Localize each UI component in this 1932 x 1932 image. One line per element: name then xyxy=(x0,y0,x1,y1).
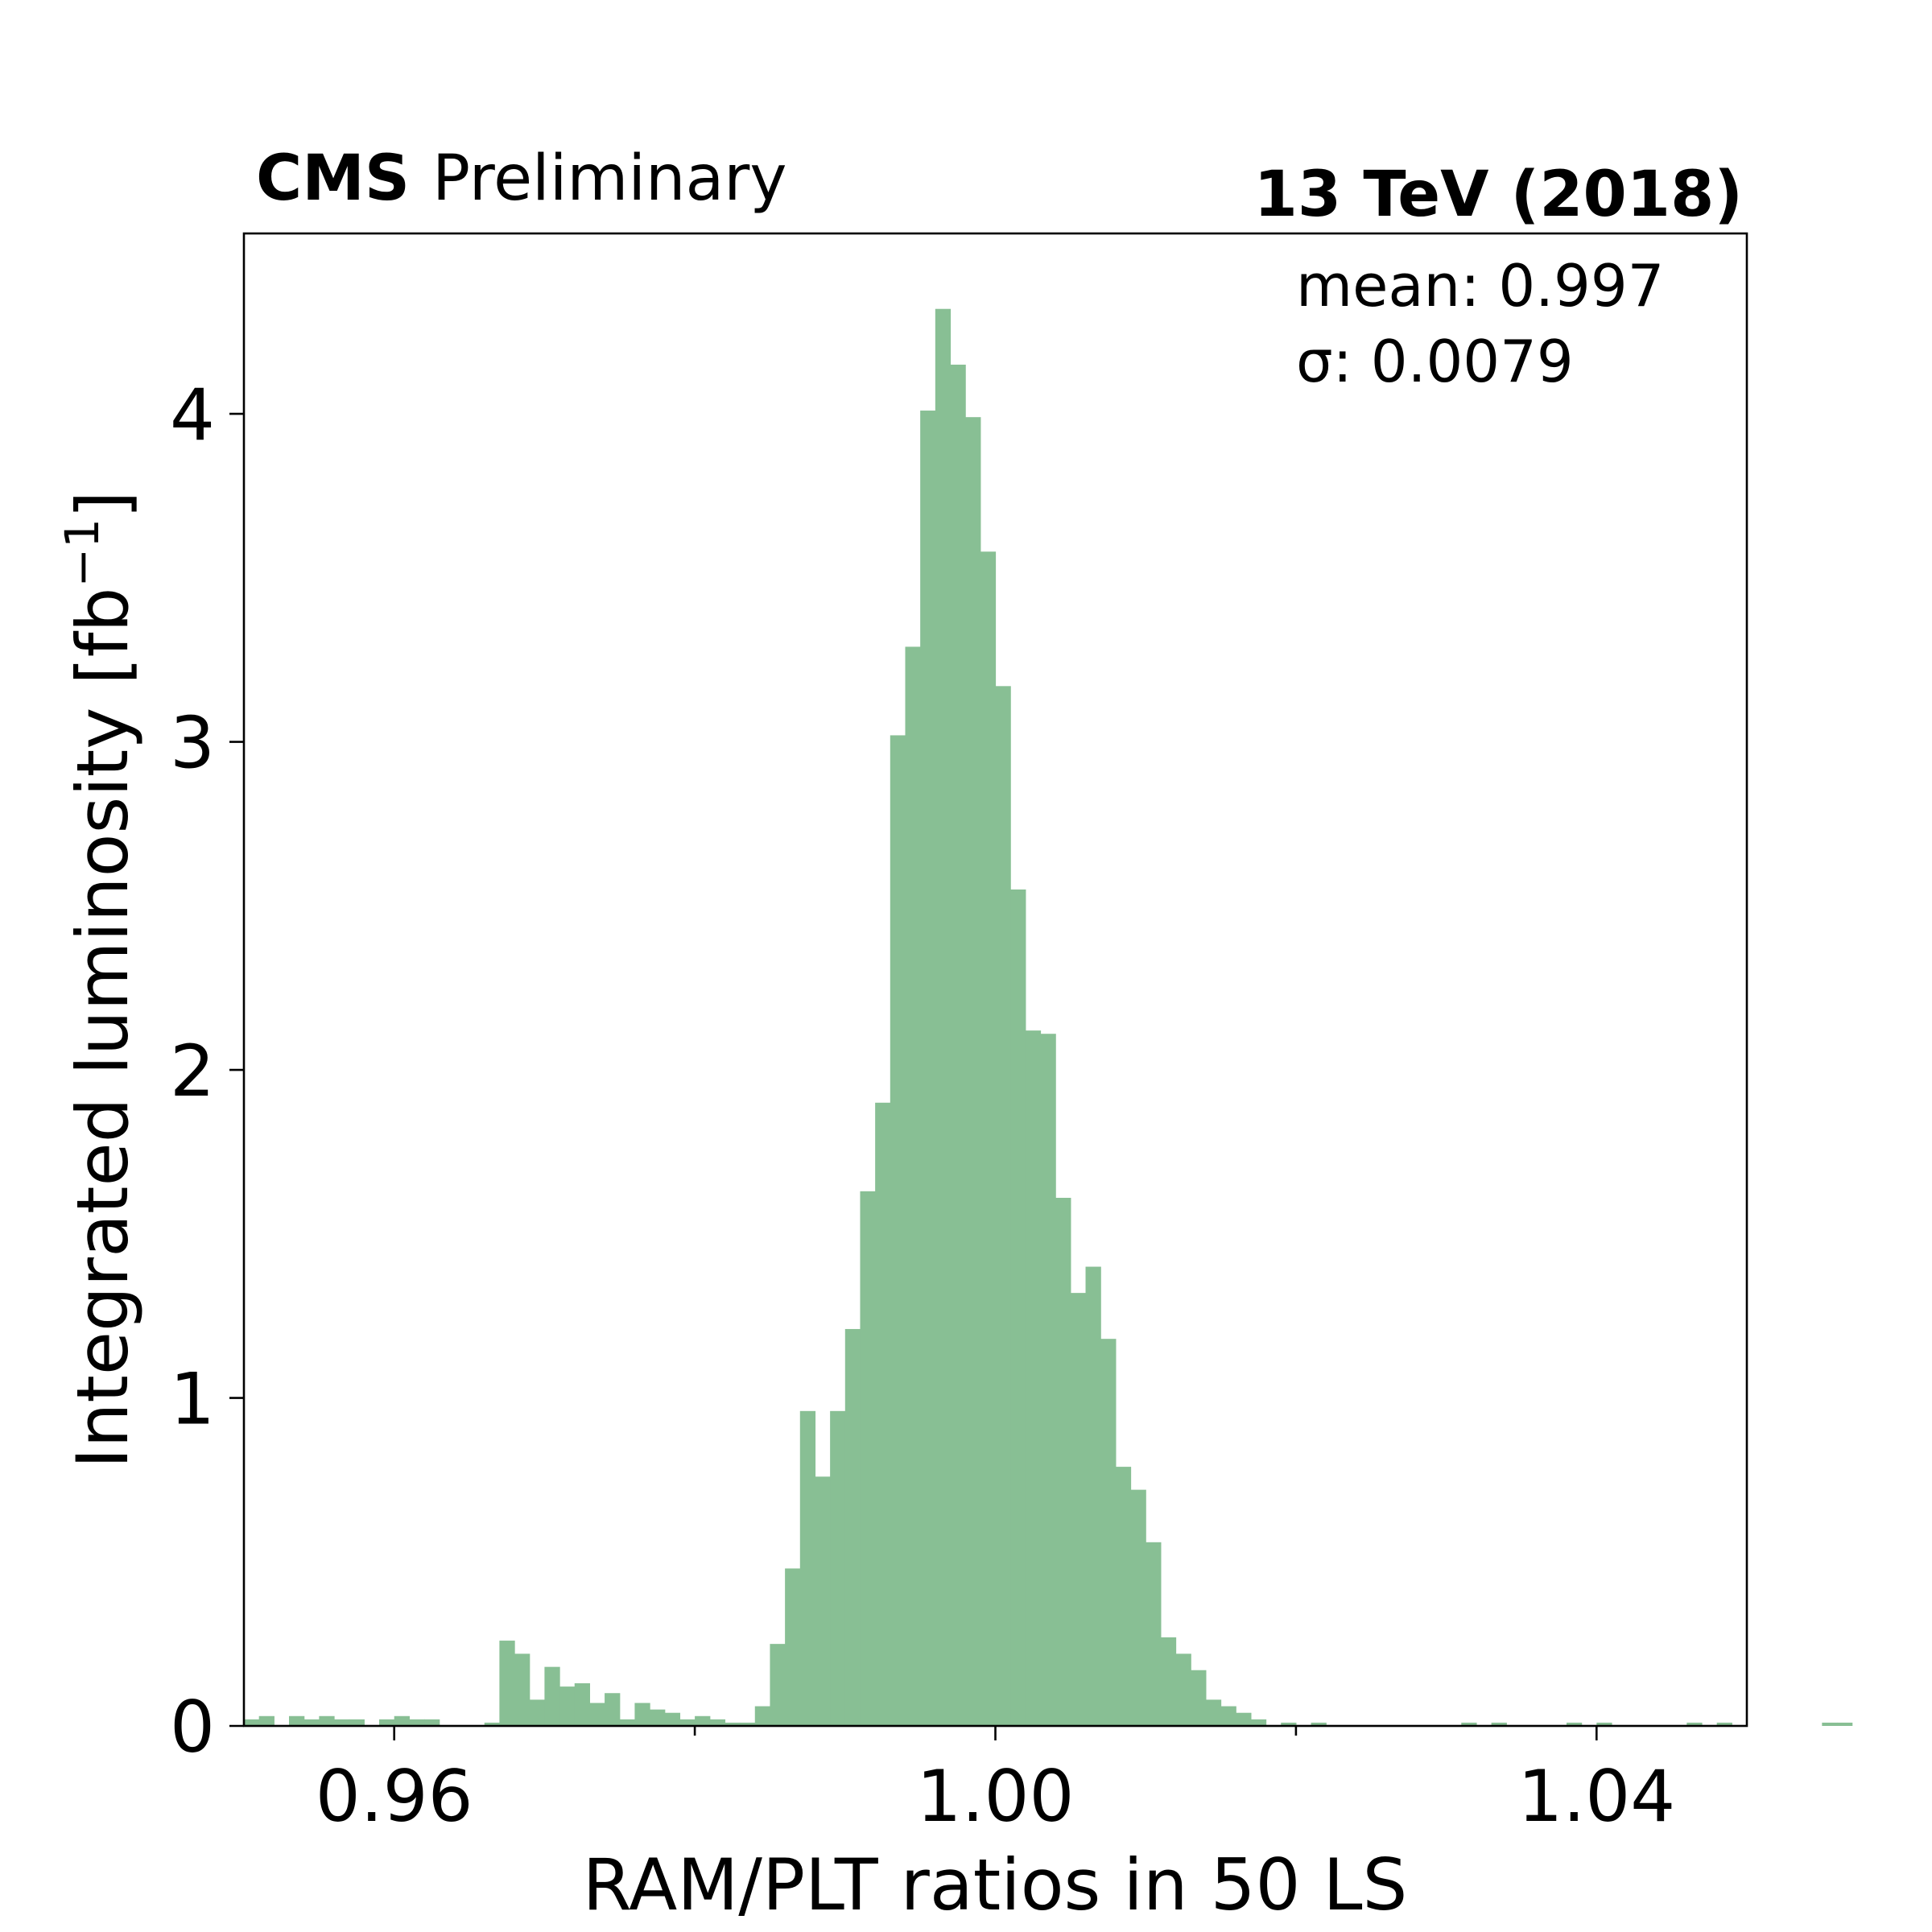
histogram-bar xyxy=(695,1715,711,1726)
histogram-bar xyxy=(619,1719,636,1726)
histogram-bar xyxy=(980,551,997,1727)
energy-label: 13 TeV (2018) xyxy=(1254,159,1743,231)
histogram-bar xyxy=(409,1719,425,1726)
histogram-bar xyxy=(965,417,981,1727)
histogram-bar xyxy=(1100,1339,1117,1726)
x-tick-label: 1.00 xyxy=(917,1755,1075,1838)
histogram-bar xyxy=(424,1719,440,1726)
histogram-bar xyxy=(379,1719,395,1726)
histogram-bar xyxy=(289,1715,305,1726)
mean-label: mean: 0.997 xyxy=(1296,252,1664,320)
histogram-bar xyxy=(875,1102,891,1726)
histogram-bar xyxy=(1175,1653,1191,1726)
histogram-bar xyxy=(1566,1722,1583,1726)
histogram-bar xyxy=(664,1712,681,1726)
histogram-bar xyxy=(995,686,1011,1727)
y-axis-label-exponent: −1 xyxy=(55,518,109,588)
histogram-bar xyxy=(905,646,921,1726)
x-tick-label: 0.96 xyxy=(316,1755,473,1838)
histogram-bar xyxy=(754,1706,771,1726)
histogram-bar xyxy=(1837,1722,1853,1726)
histogram-bar xyxy=(529,1699,545,1726)
y-axis-label-main: Integrated luminosity [fb xyxy=(61,588,144,1469)
histogram-bar xyxy=(244,1719,260,1726)
histogram-bar xyxy=(589,1703,605,1726)
status-label: Preliminary xyxy=(432,142,786,215)
histogram-bar xyxy=(1716,1722,1732,1726)
experiment-name: CMS xyxy=(256,142,410,215)
x-tick-label: 1.04 xyxy=(1517,1755,1675,1838)
histogram-bar xyxy=(634,1703,650,1726)
histogram-bar xyxy=(1191,1670,1207,1726)
histogram-bar xyxy=(303,1719,320,1726)
histogram-bar xyxy=(1491,1722,1507,1726)
histogram-bar xyxy=(1461,1722,1477,1726)
x-axis-label: RAM/PLT ratios in 50 LS xyxy=(583,1843,1408,1926)
histogram-bar xyxy=(1822,1722,1838,1726)
histogram-bar xyxy=(950,364,966,1726)
histogram-bar xyxy=(650,1709,666,1726)
histogram-bar xyxy=(724,1722,741,1726)
histogram-bars xyxy=(244,308,1853,1727)
histogram-bar xyxy=(1686,1722,1703,1726)
histogram-bar xyxy=(394,1715,410,1726)
histogram-bar xyxy=(920,411,936,1726)
histogram-bar xyxy=(740,1722,756,1726)
histogram-bar xyxy=(1220,1706,1236,1726)
histogram-bar xyxy=(605,1693,621,1726)
y-tick-label: 4 xyxy=(170,374,215,456)
histogram-bar xyxy=(815,1476,831,1726)
histogram-bar xyxy=(860,1191,876,1726)
histogram-bar xyxy=(1040,1034,1056,1726)
histogram-bar xyxy=(1236,1712,1252,1726)
histogram-bar xyxy=(844,1328,861,1726)
histogram-bar xyxy=(709,1719,726,1726)
histogram-bar xyxy=(1281,1722,1297,1726)
histogram-bar xyxy=(785,1568,801,1726)
y-axis-label: Integrated luminosity [fb−1] xyxy=(55,491,144,1469)
histogram-bar xyxy=(1311,1722,1327,1726)
histogram-bar xyxy=(1596,1722,1612,1726)
histogram-bar xyxy=(1070,1293,1087,1726)
histogram-bar xyxy=(1025,1030,1042,1726)
histogram-bar xyxy=(544,1666,560,1726)
histogram-bar xyxy=(1160,1637,1177,1726)
histogram-bar xyxy=(1055,1197,1071,1726)
y-tick-label: 3 xyxy=(170,702,215,785)
histogram-bar xyxy=(1205,1699,1222,1726)
y-axis-label-bracket: ] xyxy=(61,491,144,518)
histogram-bar xyxy=(334,1719,350,1726)
histogram-bar xyxy=(319,1715,335,1726)
histogram-bar xyxy=(559,1686,576,1726)
histogram-bar xyxy=(1085,1266,1101,1726)
histogram-bar xyxy=(514,1653,530,1726)
histogram-bar xyxy=(1146,1542,1162,1726)
histogram-bar xyxy=(799,1410,816,1726)
histogram-bar xyxy=(484,1722,500,1726)
histogram-bar xyxy=(1130,1489,1146,1726)
y-tick-label: 2 xyxy=(170,1030,215,1113)
histogram-bar xyxy=(574,1683,591,1726)
histogram-bar xyxy=(1115,1467,1132,1726)
histogram-bar xyxy=(770,1644,786,1726)
histogram-bar xyxy=(935,308,952,1726)
histogram-bar xyxy=(679,1719,696,1726)
sigma-label: σ: 0.0079 xyxy=(1296,328,1574,395)
histogram-bar xyxy=(499,1641,515,1726)
histogram-bar xyxy=(258,1715,275,1726)
histogram-bar xyxy=(830,1410,846,1726)
experiment-label: CMS Preliminary xyxy=(256,142,787,215)
histogram-bar xyxy=(890,735,906,1726)
axis-ticks: 0.96 1.00 1.04 0 1 2 3 4 xyxy=(170,374,1675,1838)
y-tick-label: 1 xyxy=(170,1358,215,1441)
y-tick-label: 0 xyxy=(170,1686,215,1769)
histogram-bar xyxy=(349,1719,365,1726)
histogram-bar xyxy=(1250,1719,1267,1726)
histogram-bar xyxy=(1010,889,1026,1726)
